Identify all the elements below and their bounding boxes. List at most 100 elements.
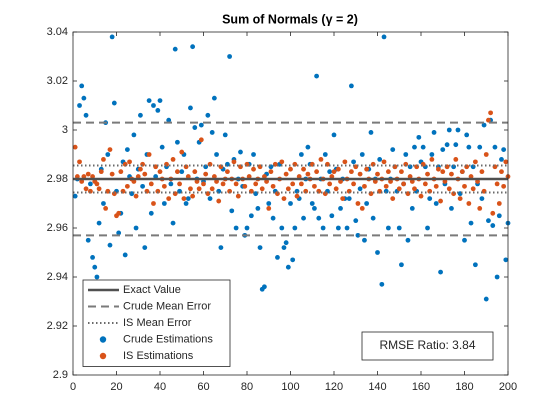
point: [446, 186, 452, 192]
point: [96, 186, 102, 192]
point: [303, 188, 309, 194]
point: [233, 225, 239, 231]
point: [383, 183, 389, 189]
legend-swatch: [99, 336, 107, 343]
point: [181, 196, 187, 202]
point: [220, 181, 226, 187]
point: [146, 152, 152, 157]
point: [227, 54, 233, 59]
point: [109, 34, 115, 40]
point: [105, 152, 111, 157]
point: [77, 103, 82, 108]
point: [166, 196, 172, 202]
point: [312, 183, 317, 189]
point: [499, 157, 504, 162]
legend-label: Crude Mean Error: [123, 300, 211, 312]
point: [385, 225, 391, 231]
point: [142, 245, 148, 251]
point: [90, 255, 95, 260]
point: [438, 269, 443, 275]
point: [266, 201, 272, 206]
point: [72, 193, 78, 199]
point: [390, 196, 396, 202]
point: [403, 152, 409, 157]
point: [368, 130, 374, 135]
point: [412, 186, 417, 192]
point: [222, 132, 228, 138]
legend-box: [82, 279, 231, 367]
point: [168, 181, 174, 187]
point: [279, 225, 285, 231]
point: [140, 183, 146, 189]
point: [225, 169, 230, 175]
point: [364, 166, 370, 172]
point: [351, 159, 356, 165]
point: [148, 181, 154, 187]
point: [444, 142, 450, 148]
point: [305, 171, 311, 177]
point: [79, 83, 85, 89]
point: [305, 144, 311, 150]
point: [290, 181, 296, 187]
legend-label: Exact Value: [123, 284, 181, 296]
y-tick-label: 2.9: [53, 369, 68, 381]
point: [209, 130, 215, 135]
point: [472, 262, 478, 268]
point: [251, 152, 256, 157]
point: [396, 186, 402, 192]
point: [462, 183, 467, 189]
point: [205, 112, 211, 118]
point: [331, 169, 337, 175]
point: [118, 169, 124, 175]
point: [453, 142, 459, 148]
point: [362, 237, 367, 243]
point: [438, 198, 443, 204]
point: [218, 164, 224, 170]
point: [362, 183, 367, 189]
point: [449, 171, 454, 177]
point: [257, 245, 263, 251]
point: [151, 201, 156, 206]
legend: Exact Value Crude Mean Error IS Mean Error…: [82, 279, 231, 367]
point: [116, 210, 122, 216]
point: [312, 206, 317, 211]
point: [501, 147, 507, 153]
point: [499, 169, 504, 175]
point: [179, 169, 185, 175]
point: [492, 144, 498, 150]
point: [109, 171, 115, 177]
point: [301, 166, 306, 172]
point: [490, 210, 496, 216]
point: [379, 281, 385, 287]
point: [207, 196, 213, 202]
point: [322, 152, 328, 157]
point: [161, 183, 167, 189]
point: [103, 206, 109, 211]
x-tick-label: 20: [110, 381, 122, 393]
point: [416, 134, 422, 140]
point: [188, 105, 193, 111]
point: [140, 161, 146, 167]
point: [248, 213, 254, 219]
point: [425, 171, 430, 177]
point: [203, 164, 209, 170]
point: [359, 206, 365, 211]
point: [353, 164, 359, 170]
point: [196, 186, 202, 192]
point: [412, 144, 417, 150]
point: [188, 186, 193, 192]
point: [440, 169, 446, 175]
point: [251, 166, 256, 172]
point: [342, 159, 348, 165]
point: [364, 201, 370, 206]
y-tick-label: 3: [62, 124, 68, 136]
point: [453, 157, 459, 162]
point: [96, 220, 102, 226]
x-tick-label: 0: [70, 381, 76, 393]
point: [320, 225, 326, 231]
point: [429, 157, 435, 162]
point: [218, 245, 224, 251]
point: [431, 130, 437, 135]
axes-box: [72, 31, 509, 376]
point: [209, 186, 215, 192]
